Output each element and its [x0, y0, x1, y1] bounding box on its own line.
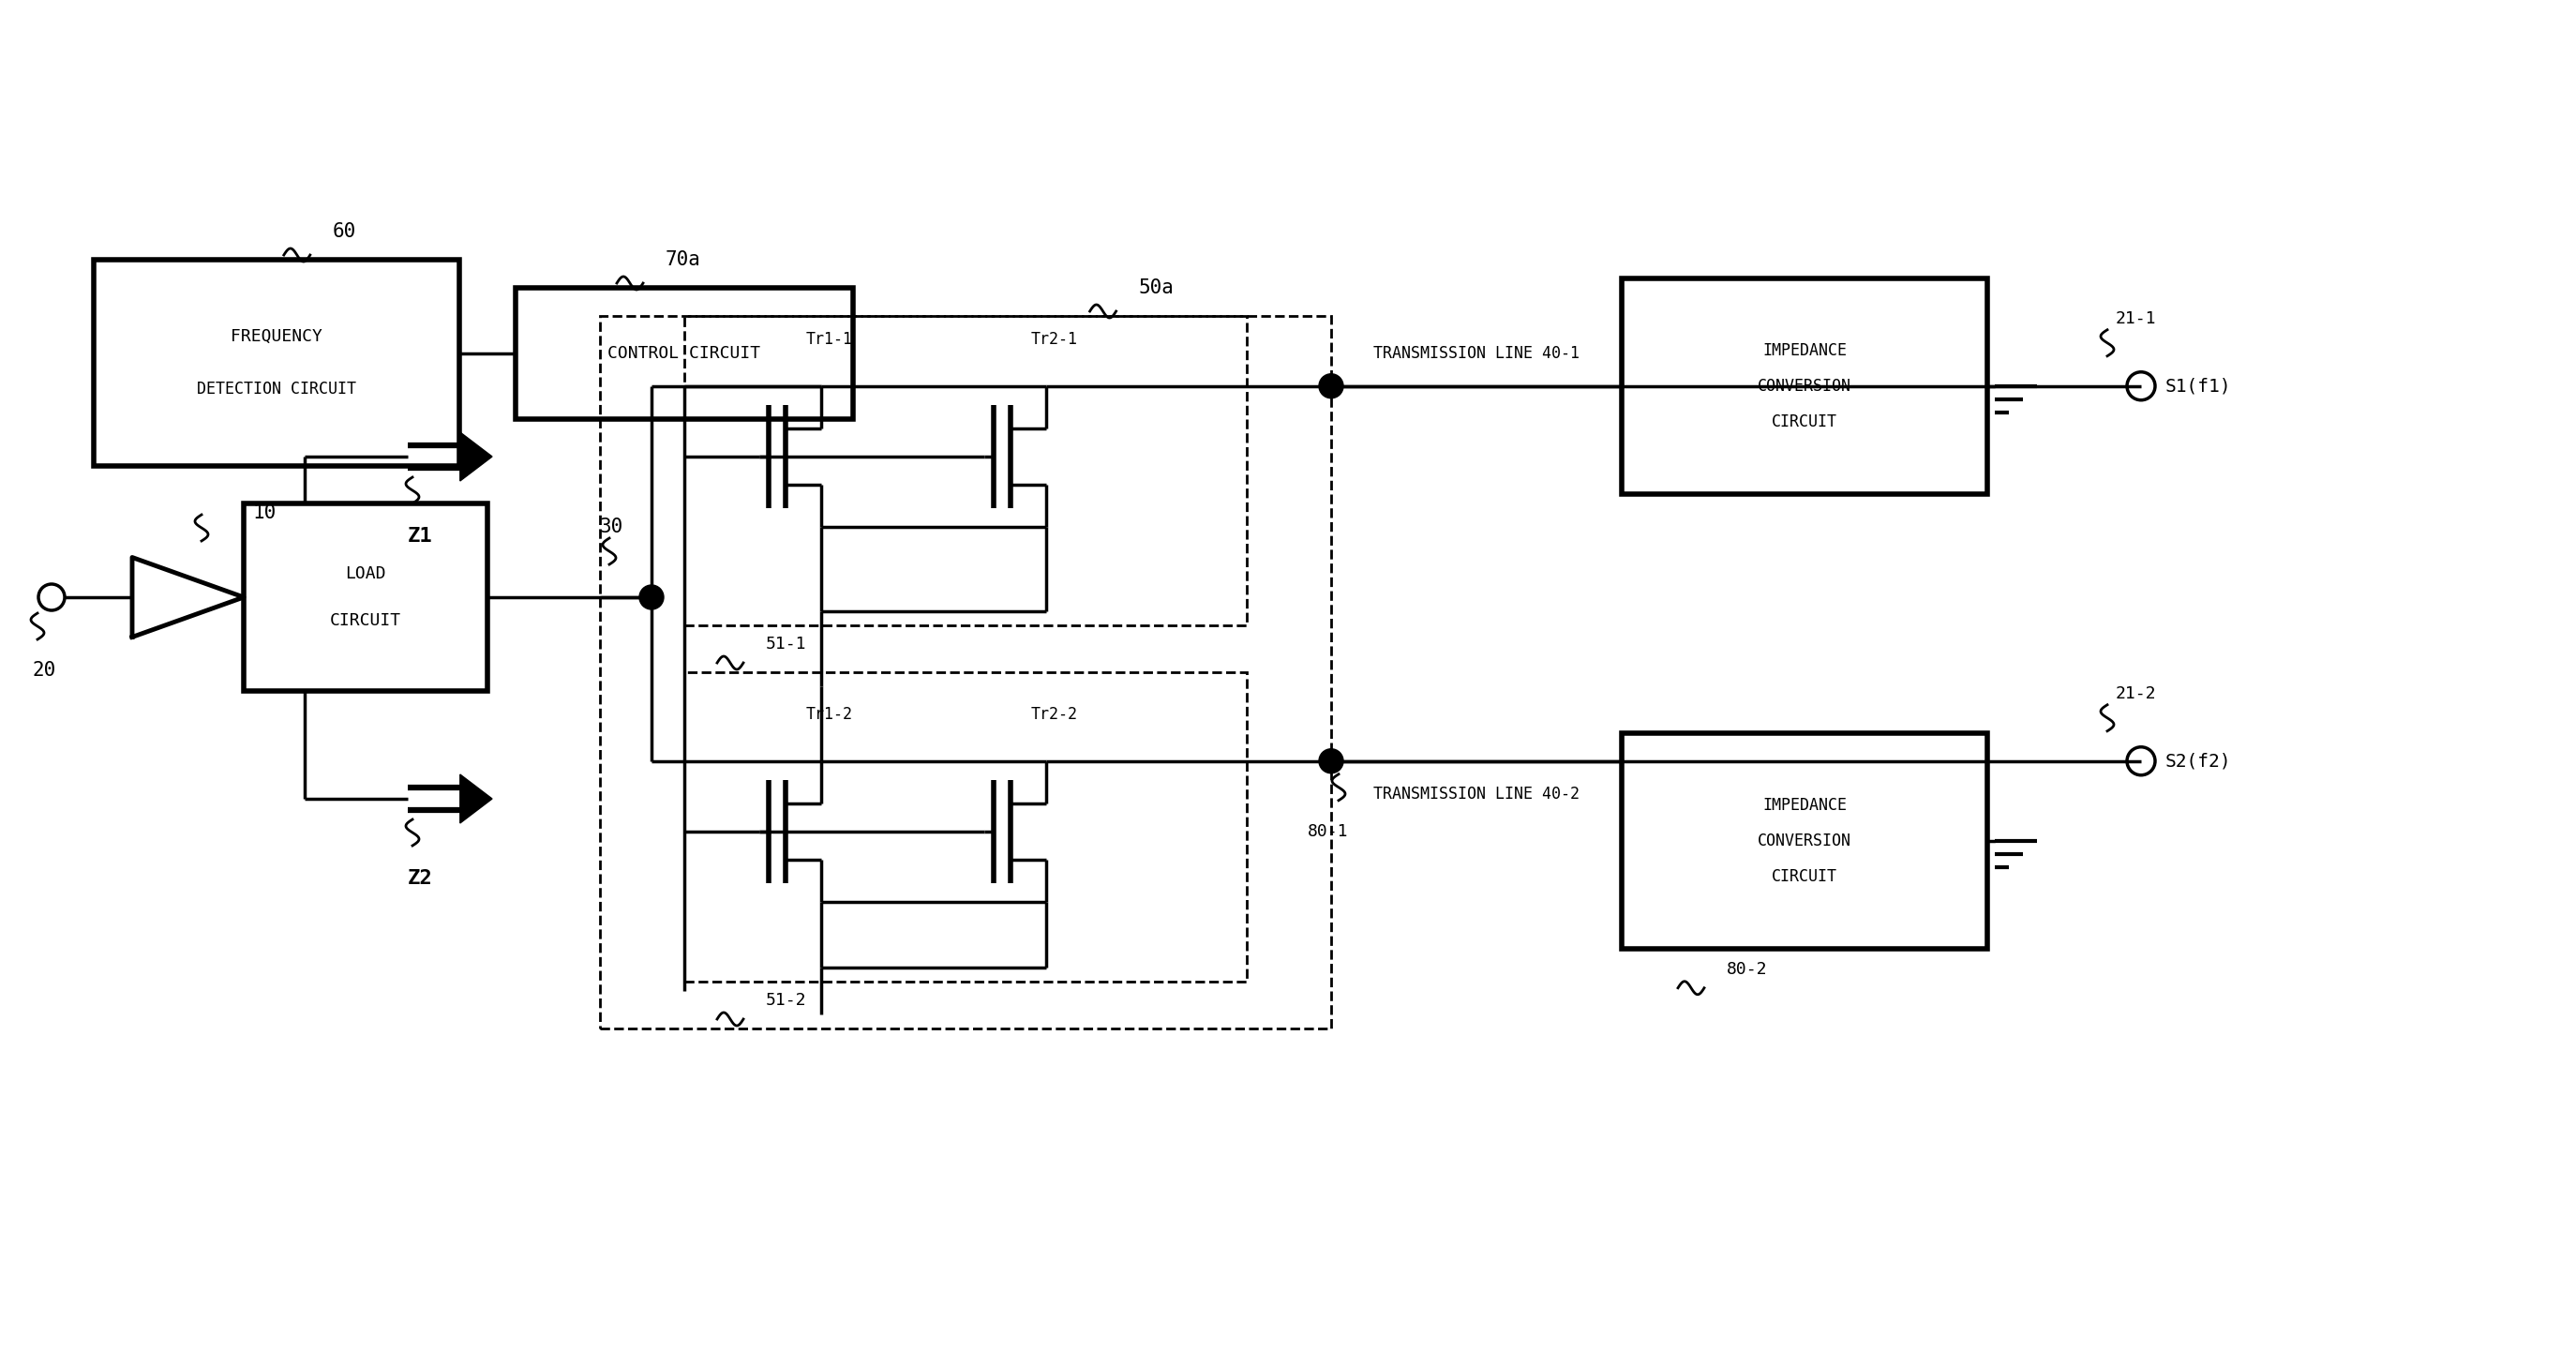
Polygon shape — [131, 557, 245, 637]
Circle shape — [1319, 749, 1342, 773]
Text: 21-2: 21-2 — [2115, 686, 2156, 702]
Text: CONTROL CIRCUIT: CONTROL CIRCUIT — [608, 346, 760, 362]
Text: FREQUENCY: FREQUENCY — [232, 328, 322, 346]
Text: IMPEDANCE: IMPEDANCE — [1762, 342, 1847, 359]
Text: Tr2-2: Tr2-2 — [1030, 706, 1077, 723]
Text: Tr1-2: Tr1-2 — [806, 706, 853, 723]
Text: 80-2: 80-2 — [1726, 960, 1767, 978]
Bar — [245, 504, 487, 691]
Text: Z1: Z1 — [407, 527, 433, 545]
Text: CIRCUIT: CIRCUIT — [1772, 867, 1837, 885]
Text: Z2: Z2 — [407, 869, 433, 888]
Text: 70a: 70a — [665, 250, 701, 269]
Text: CONVERSION: CONVERSION — [1757, 377, 1852, 395]
Text: 20: 20 — [33, 661, 57, 680]
Text: 10: 10 — [252, 504, 276, 522]
Circle shape — [1319, 374, 1342, 399]
Bar — [685, 316, 1247, 626]
Bar — [600, 316, 1332, 1029]
Text: 30: 30 — [600, 518, 623, 537]
Bar — [515, 288, 853, 419]
Text: CIRCUIT: CIRCUIT — [330, 612, 402, 630]
Text: 60: 60 — [332, 223, 355, 240]
Text: Tr1-1: Tr1-1 — [806, 331, 853, 348]
Polygon shape — [461, 775, 492, 824]
Bar — [1623, 279, 1986, 494]
Bar — [93, 260, 459, 466]
Text: CONVERSION: CONVERSION — [1757, 832, 1852, 850]
Circle shape — [639, 585, 665, 609]
Text: S2(f2): S2(f2) — [2166, 753, 2231, 770]
Text: TRANSMISSION LINE 40-1: TRANSMISSION LINE 40-1 — [1373, 344, 1579, 362]
Text: DETECTION CIRCUIT: DETECTION CIRCUIT — [196, 381, 355, 398]
Text: 21-1: 21-1 — [2115, 310, 2156, 326]
Polygon shape — [461, 432, 492, 481]
Text: LOAD: LOAD — [345, 566, 386, 582]
Text: 51-1: 51-1 — [765, 635, 806, 653]
Bar — [685, 672, 1247, 982]
Text: Tr2-1: Tr2-1 — [1030, 331, 1077, 348]
Text: 80-1: 80-1 — [1309, 822, 1347, 840]
Text: IMPEDANCE: IMPEDANCE — [1762, 796, 1847, 814]
Text: 51-2: 51-2 — [765, 992, 806, 1009]
Text: CIRCUIT: CIRCUIT — [1772, 414, 1837, 430]
Text: 50a: 50a — [1139, 279, 1175, 298]
Bar — [1623, 734, 1986, 948]
Text: TRANSMISSION LINE 40-2: TRANSMISSION LINE 40-2 — [1373, 785, 1579, 802]
Text: S1(f1): S1(f1) — [2166, 377, 2231, 395]
